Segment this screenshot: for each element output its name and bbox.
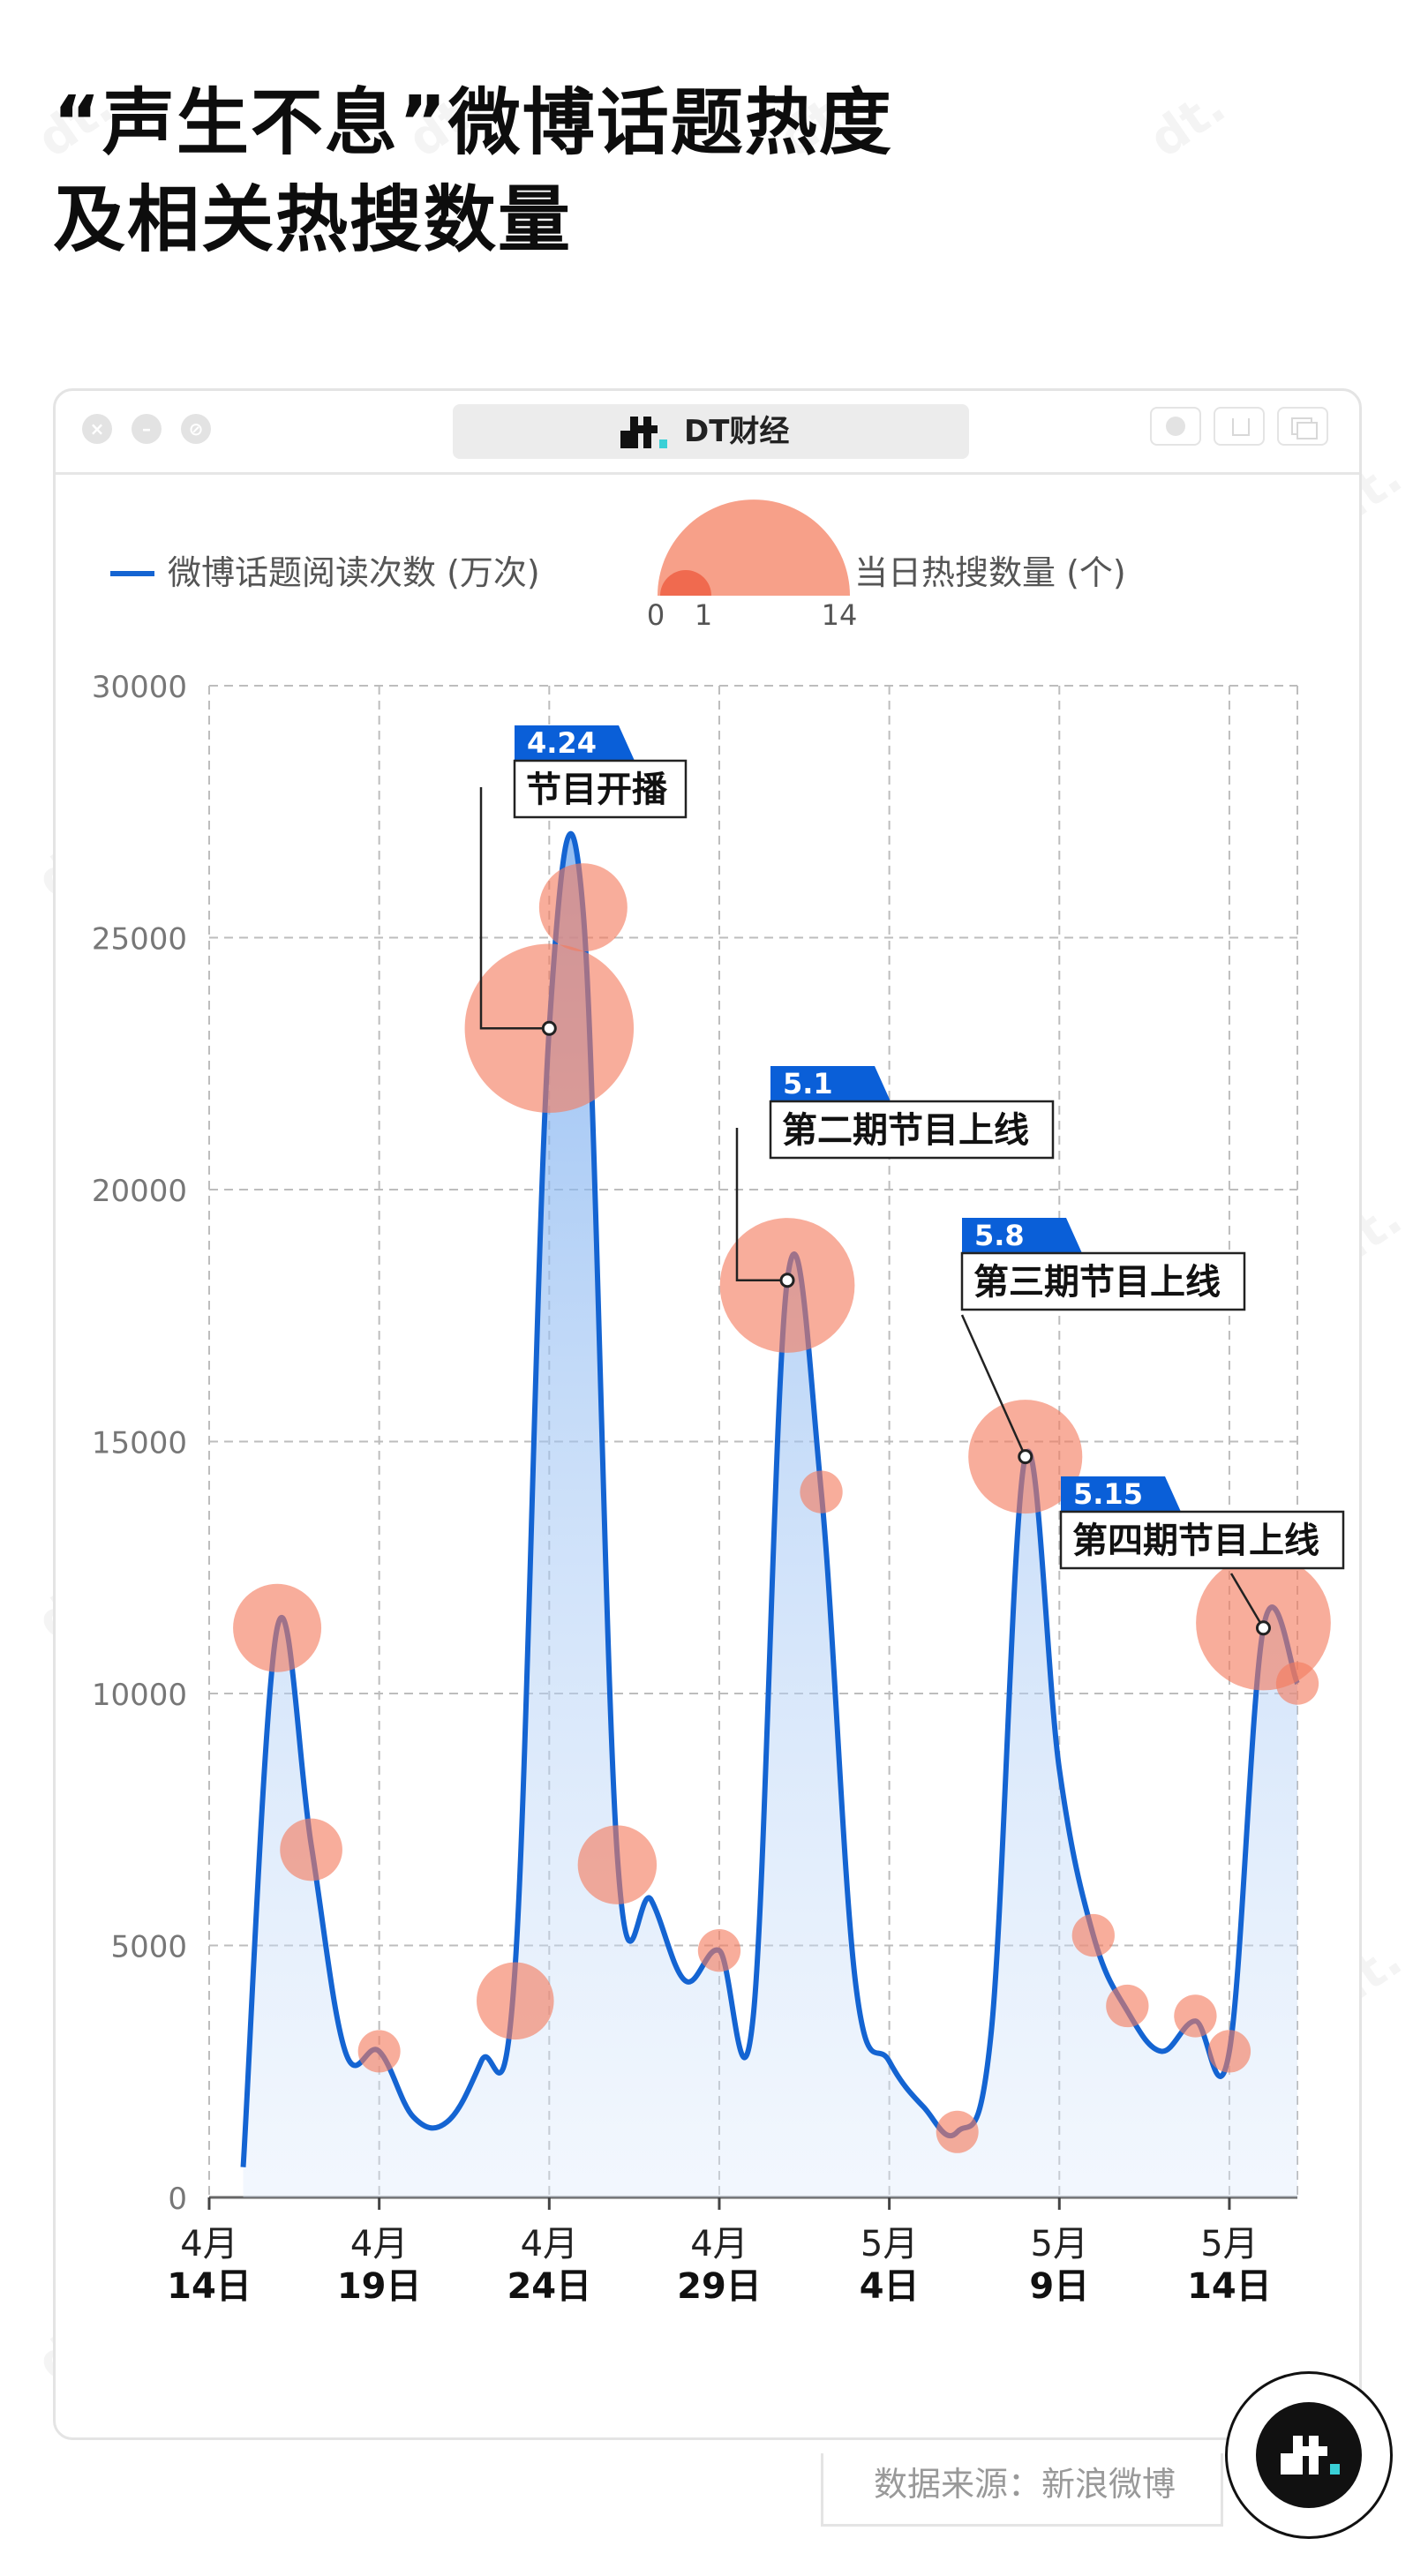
windows-icon[interactable] <box>1277 407 1328 446</box>
chart-title: “声生不息”微博话题热度 及相关热搜数量 <box>53 75 893 269</box>
x-tick-month: 4月 <box>521 2224 578 2264</box>
x-tick-day: 4日 <box>860 2266 920 2307</box>
minimize-icon[interactable]: – <box>132 414 162 444</box>
x-tick-day: 14日 <box>167 2266 252 2307</box>
leader-line <box>479 787 550 1030</box>
annotation-box <box>960 1251 1246 1311</box>
annotation-point <box>779 1273 795 1288</box>
leader-line <box>735 1128 788 1282</box>
annotation-4.24: 4.24 节目开播 <box>479 725 688 1036</box>
annotation-5.8: 5.8 第三期节目上线 <box>960 1218 1246 1465</box>
bubbles <box>233 863 1331 2153</box>
x-tick-month: 5月 <box>1200 2224 1258 2264</box>
x-tick-month: 5月 <box>1031 2224 1088 2264</box>
y-tick-label: 15000 <box>92 1426 187 1461</box>
dt-badge-icon <box>1256 2402 1362 2508</box>
annotation-tag <box>770 1066 891 1101</box>
bubble <box>936 2110 979 2153</box>
bubble <box>233 1583 322 1672</box>
bubble <box>1071 1913 1115 1957</box>
legend: 微博话题阅读次数 (万次) 0 1 14 当日热搜数量 (个) <box>110 499 1126 632</box>
legend-bubble-small <box>660 570 711 596</box>
share-icon[interactable] <box>1214 407 1265 446</box>
annotation-tag <box>1061 1476 1181 1512</box>
legend-bubble-large <box>658 499 850 596</box>
legend-scale-1: 1 <box>695 598 712 632</box>
annotation-box <box>769 1100 1055 1160</box>
x-tick-day: 9日 <box>1029 2266 1089 2307</box>
annotations: 4.24 节目开播 5.1 第二期节目上线 5.8 第三期节目上线 5.15 第四期节目上线 <box>479 725 1345 1636</box>
bubble <box>477 1962 554 2040</box>
title-line-2: 及相关热搜数量 <box>53 178 573 262</box>
bubble <box>1106 1984 1149 2028</box>
annotation-5.1: 5.1 第二期节目上线 <box>735 1066 1055 1288</box>
bubble <box>538 863 628 952</box>
dt-logo-icon <box>620 417 667 448</box>
record-icon[interactable] <box>1150 407 1201 446</box>
legend-scale-0: 0 <box>647 598 665 632</box>
annotation-text: 第三期节目上线 <box>973 1262 1221 1303</box>
annotation-point <box>1255 1620 1271 1636</box>
bubble <box>697 1929 741 1972</box>
x-tick-day: 29日 <box>677 2266 762 2307</box>
x-tick-month: 5月 <box>861 2224 918 2264</box>
bubble <box>280 1818 342 1881</box>
series-line <box>240 830 1300 2167</box>
bubble <box>577 1825 658 1904</box>
brand-name: DT财经 <box>684 414 790 449</box>
y-tick-label: 30000 <box>92 670 187 705</box>
annotation-tag <box>515 725 635 761</box>
annotation-tag-text: 5.8 <box>974 1219 1025 1252</box>
annotation-box <box>1059 1510 1345 1570</box>
bubble <box>357 2030 401 2073</box>
block-icon[interactable]: ⊘ <box>181 414 211 444</box>
bubble <box>800 1470 843 1513</box>
y-tick-label: 25000 <box>92 922 187 958</box>
legend-scale-14: 14 <box>822 598 858 632</box>
annotation-point <box>541 1020 557 1036</box>
annotation-text: 第二期节目上线 <box>782 1110 1029 1151</box>
title-line-1: “声生不息”微博话题热度 <box>53 81 893 165</box>
x-tick-day: 19日 <box>337 2266 422 2307</box>
legend-line-label: 微博话题阅读次数 (万次) <box>168 553 540 592</box>
x-tick-day: 14日 <box>1187 2266 1272 2307</box>
area-fill <box>243 833 1297 2198</box>
address-bar[interactable]: DT财经 <box>453 404 969 459</box>
annotation-tag-text: 4.24 <box>527 726 597 760</box>
legend-bubble-label: 当日热搜数量 (个) <box>854 553 1126 592</box>
source-box: 数据来源：新浪微博 <box>821 2453 1223 2527</box>
dt-badge[interactable] <box>1225 2371 1393 2539</box>
bubble <box>1275 1662 1319 1705</box>
y-axis: 0 5000 10000 15000 20000 25000 30000 <box>92 670 187 2217</box>
x-tick-month: 4月 <box>350 2224 408 2264</box>
source-text: 数据来源：新浪微博 <box>874 2465 1176 2504</box>
close-icon[interactable]: × <box>82 414 112 444</box>
annotation-5.15: 5.15 第四期节目上线 <box>1059 1476 1345 1636</box>
x-tick-month: 4月 <box>690 2224 748 2264</box>
annotation-text: 节目开播 <box>526 770 668 810</box>
annotation-text: 第四期节目上线 <box>1072 1521 1319 1561</box>
y-tick-label: 0 <box>168 2182 187 2217</box>
leader-line <box>960 1314 1026 1458</box>
leader-line <box>1229 1573 1265 1629</box>
annotation-tag <box>962 1218 1082 1253</box>
x-tick-month: 4月 <box>180 2224 237 2264</box>
x-tick-day: 24日 <box>507 2266 591 2307</box>
y-tick-label: 5000 <box>110 1930 187 1965</box>
annotation-box <box>513 759 688 819</box>
bubble <box>1174 1994 1217 2038</box>
grid <box>208 685 1298 2199</box>
bubble <box>1207 2030 1251 2073</box>
y-tick-label: 10000 <box>92 1678 187 1713</box>
window-titlebar: × – ⊘ DT财经 <box>56 391 1359 475</box>
annotation-tag-text: 5.15 <box>1073 1477 1143 1511</box>
annotation-point <box>1018 1449 1033 1465</box>
y-tick-label: 20000 <box>92 1174 187 1209</box>
annotation-tag-text: 5.1 <box>783 1067 833 1100</box>
